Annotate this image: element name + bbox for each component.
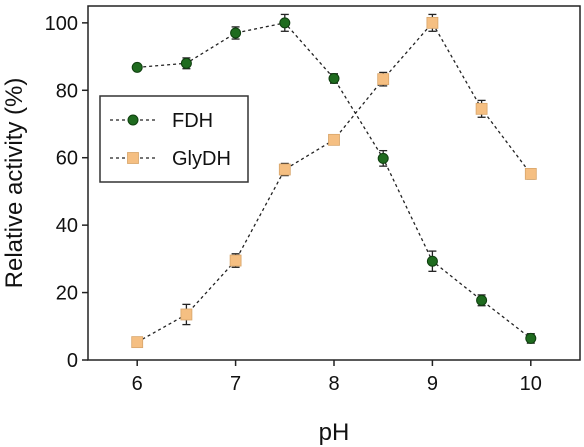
x-tick-label: 10 xyxy=(520,373,542,395)
legend-fdh-label: FDH xyxy=(172,110,213,132)
legend-box xyxy=(99,95,249,183)
y-tick-label: 0 xyxy=(67,350,78,372)
x-tick-label: 6 xyxy=(132,373,143,395)
plot-axes xyxy=(87,5,581,361)
fdh-point xyxy=(180,57,192,69)
legend: FDH GlyDH xyxy=(99,95,249,183)
fdh-point xyxy=(279,17,291,29)
fdh-point xyxy=(476,294,488,306)
y-tick-label: 80 xyxy=(56,80,78,102)
x-axis-title: pH xyxy=(319,419,350,446)
fdh-line xyxy=(137,22,532,339)
fdh-point xyxy=(131,61,143,73)
fdh-point xyxy=(426,255,438,267)
y-tick-label: 100 xyxy=(45,13,78,35)
y-tick-label: 20 xyxy=(56,283,78,305)
glydh-point xyxy=(180,308,193,321)
legend-glydh-label: GlyDH xyxy=(172,148,231,170)
fdh-point xyxy=(230,27,242,39)
legend-items: FDH GlyDH xyxy=(110,110,231,170)
glydh-point xyxy=(377,73,390,86)
fdh-point xyxy=(525,332,537,344)
legend-glydh-marker xyxy=(127,152,139,164)
glydh-point xyxy=(426,16,439,29)
glydh-point xyxy=(475,102,488,115)
y-tick-label: 40 xyxy=(56,215,78,237)
plot-frame xyxy=(87,5,581,361)
glydh-point xyxy=(524,167,537,180)
series-markers xyxy=(131,16,537,349)
fdh-point xyxy=(377,152,389,164)
x-tick-label: 9 xyxy=(427,373,438,395)
glydh-point xyxy=(131,336,144,349)
x-tick-label: 7 xyxy=(230,373,241,395)
glydh-point xyxy=(278,163,291,176)
y-tick-label: 60 xyxy=(56,148,78,170)
x-tick-label: 8 xyxy=(328,373,339,395)
glydh-point xyxy=(328,133,340,146)
fdh-point xyxy=(328,72,340,84)
y-axis-title: Relative activity (%) xyxy=(1,78,28,289)
legend-fdh-marker xyxy=(127,114,139,126)
glydh-point xyxy=(229,254,242,267)
